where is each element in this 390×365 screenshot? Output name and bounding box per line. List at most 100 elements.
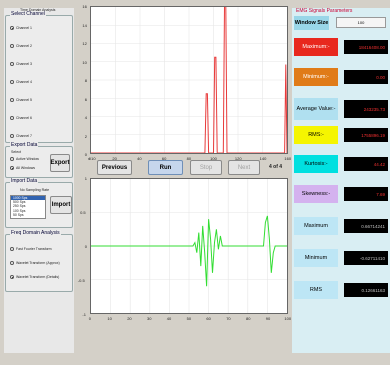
param-label-7: Minimum <box>294 249 338 267</box>
top-x-tick: 140 <box>259 156 267 161</box>
bottom-x-tick: 50 <box>186 316 192 321</box>
channel-label: Channel 5 <box>16 98 32 102</box>
channel-radio-5[interactable]: Channel 5 <box>10 98 32 102</box>
sampling-rate-list[interactable]: 1000 Sps 500 Sps 250 Sps 100 Sps 50 Sps <box>10 195 46 219</box>
list-item[interactable]: 100 Sps <box>13 208 26 213</box>
left-panel: Time Domain Analysis Select Channel Chan… <box>4 8 74 353</box>
bottom-signal-line <box>91 215 287 287</box>
channel-label: Channel 2 <box>16 44 32 48</box>
list-item[interactable]: 250 Sps <box>13 204 26 209</box>
bottom-x-tick: 60 <box>206 316 211 321</box>
run-button[interactable]: Run <box>148 160 183 175</box>
param-value-2: 243235.73 <box>344 100 388 118</box>
top-signal-chart <box>91 4 288 154</box>
param-value-1: 0.00 <box>344 70 388 84</box>
bottom-x-tick: 0 <box>88 316 92 321</box>
list-item[interactable]: 500 Sps <box>13 200 26 205</box>
param-value-5: 7.69 <box>344 187 388 201</box>
radio-icon <box>10 98 14 102</box>
radio-icon <box>10 261 14 265</box>
channel-label: Channel 4 <box>16 80 32 84</box>
import-button[interactable]: Import <box>50 196 72 214</box>
radio-icon <box>10 80 14 84</box>
window-size-input[interactable]: 100 <box>336 17 386 28</box>
bottom-y-tick: 0 <box>84 244 87 249</box>
param-label-0: Maximum:- <box>294 38 338 56</box>
exponent-label: x 10 <box>88 156 96 161</box>
param-value-0: 18416408.00 <box>344 40 388 54</box>
channel-label: Channel 1 <box>16 26 32 30</box>
channel-radio-7[interactable]: Channel 7 <box>10 134 32 138</box>
param-label-1: Minimum:- <box>294 68 338 86</box>
emg-params-title: EMG Signals Parameters <box>296 8 353 14</box>
param-label-2: Average Value:- <box>294 98 338 120</box>
radio-icon <box>10 247 14 251</box>
top-x-tick: 100 <box>210 156 217 161</box>
bottom-x-tick: 70 <box>226 316 231 321</box>
time-domain-title: Time Domain Analysis <box>20 8 56 12</box>
list-item[interactable]: 50 Sps <box>13 212 24 217</box>
import-data-group: Import Data No Sampling Rate 1000 Sps 50… <box>5 178 73 228</box>
channel-radio-3[interactable]: Channel 3 <box>10 62 32 66</box>
export-data-legend: Export Data <box>10 142 39 148</box>
export-data-group: Export Data Select Active Window All Win… <box>5 142 73 178</box>
radio-icon <box>10 44 14 48</box>
freq-radio-wavelet-details[interactable]: Wavelet Transform (Details) <box>10 275 59 279</box>
channel-radio-1[interactable]: Channel 1 <box>10 26 32 30</box>
param-label-5: Skewness:- <box>294 185 338 203</box>
top-y-tick: 10 <box>82 59 87 65</box>
channel-radio-4[interactable]: Channel 4 <box>10 80 32 84</box>
next-button[interactable]: Next <box>228 160 260 175</box>
bottom-x-tick: 30 <box>147 316 152 321</box>
list-item[interactable]: 1000 Sps <box>11 196 45 201</box>
export-button[interactable]: Export <box>50 154 70 172</box>
top-x-tick: 60 <box>161 156 167 161</box>
select-channel-legend: Select Channel <box>10 11 46 17</box>
bottom-signal-plot <box>90 178 288 314</box>
param-value-8: 0.12661163 <box>344 283 388 297</box>
radio-icon <box>10 62 14 66</box>
freq-domain-group: Freq Domain Analysis Fast Fourier Transf… <box>5 230 73 292</box>
bottom-signal-chart <box>91 179 287 313</box>
bottom-y-tick: 0.5 <box>80 210 86 215</box>
bottom-x-tick: 10 <box>107 316 112 321</box>
top-y-tick: 2 <box>84 133 87 139</box>
top-x-tick: 120 <box>234 156 242 161</box>
param-label-6: Maximum <box>294 217 338 235</box>
freq-radio-fft[interactable]: Fast Fourier Transform <box>10 247 52 251</box>
stop-button[interactable]: Stop <box>190 160 222 175</box>
radio-selected-icon <box>10 166 14 170</box>
bottom-x-tick: 40 <box>166 316 172 321</box>
top-y-tick: 4 <box>84 115 87 120</box>
sampling-rate-label: No Sampling Rate <box>20 188 50 192</box>
bottom-x-tick: 90 <box>265 316 271 321</box>
top-y-tick: 8 <box>84 78 87 83</box>
radio-icon <box>10 116 14 120</box>
top-x-tick: 160 <box>284 156 292 161</box>
param-label-3: RMS:- <box>294 126 338 144</box>
bottom-x-tick: 100 <box>284 316 292 321</box>
window-size-label: Window Size <box>294 16 329 30</box>
page-indicator: 4 of 4 <box>269 164 283 170</box>
bottom-x-tick: 80 <box>246 316 251 321</box>
select-channel-group: Select Channel Channel 1 Channel 2 Channel… <box>5 11 73 143</box>
emg-parameters-panel: EMG Signals Parameters Window Size 100 M… <box>292 8 390 353</box>
export-radio-all-windows[interactable]: All Windows <box>10 166 35 170</box>
radio-selected-icon <box>10 26 14 30</box>
previous-button[interactable]: Previous <box>97 160 132 175</box>
channel-radio-2[interactable]: Channel 2 <box>10 44 32 48</box>
channel-radio-6[interactable]: Channel 6 <box>10 116 32 120</box>
radio-icon <box>10 157 14 161</box>
channel-label: Channel 7 <box>16 134 32 138</box>
top-y-tick: 14 <box>82 22 87 28</box>
freq-radio-wavelet-approx[interactable]: Wavelet Transform (Approx) <box>10 261 60 265</box>
param-value-6: 0.66714241 <box>344 219 388 233</box>
top-x-tick: 80 <box>186 156 192 161</box>
import-data-legend: Import Data <box>10 178 39 184</box>
radio-icon <box>10 134 14 138</box>
top-x-tick: 40 <box>137 156 142 161</box>
bottom-x-tick: 20 <box>127 316 132 321</box>
radio-selected-icon <box>10 275 14 279</box>
export-radio-active-window[interactable]: Active Window <box>10 157 39 161</box>
top-x-tick: 20 <box>112 156 117 161</box>
